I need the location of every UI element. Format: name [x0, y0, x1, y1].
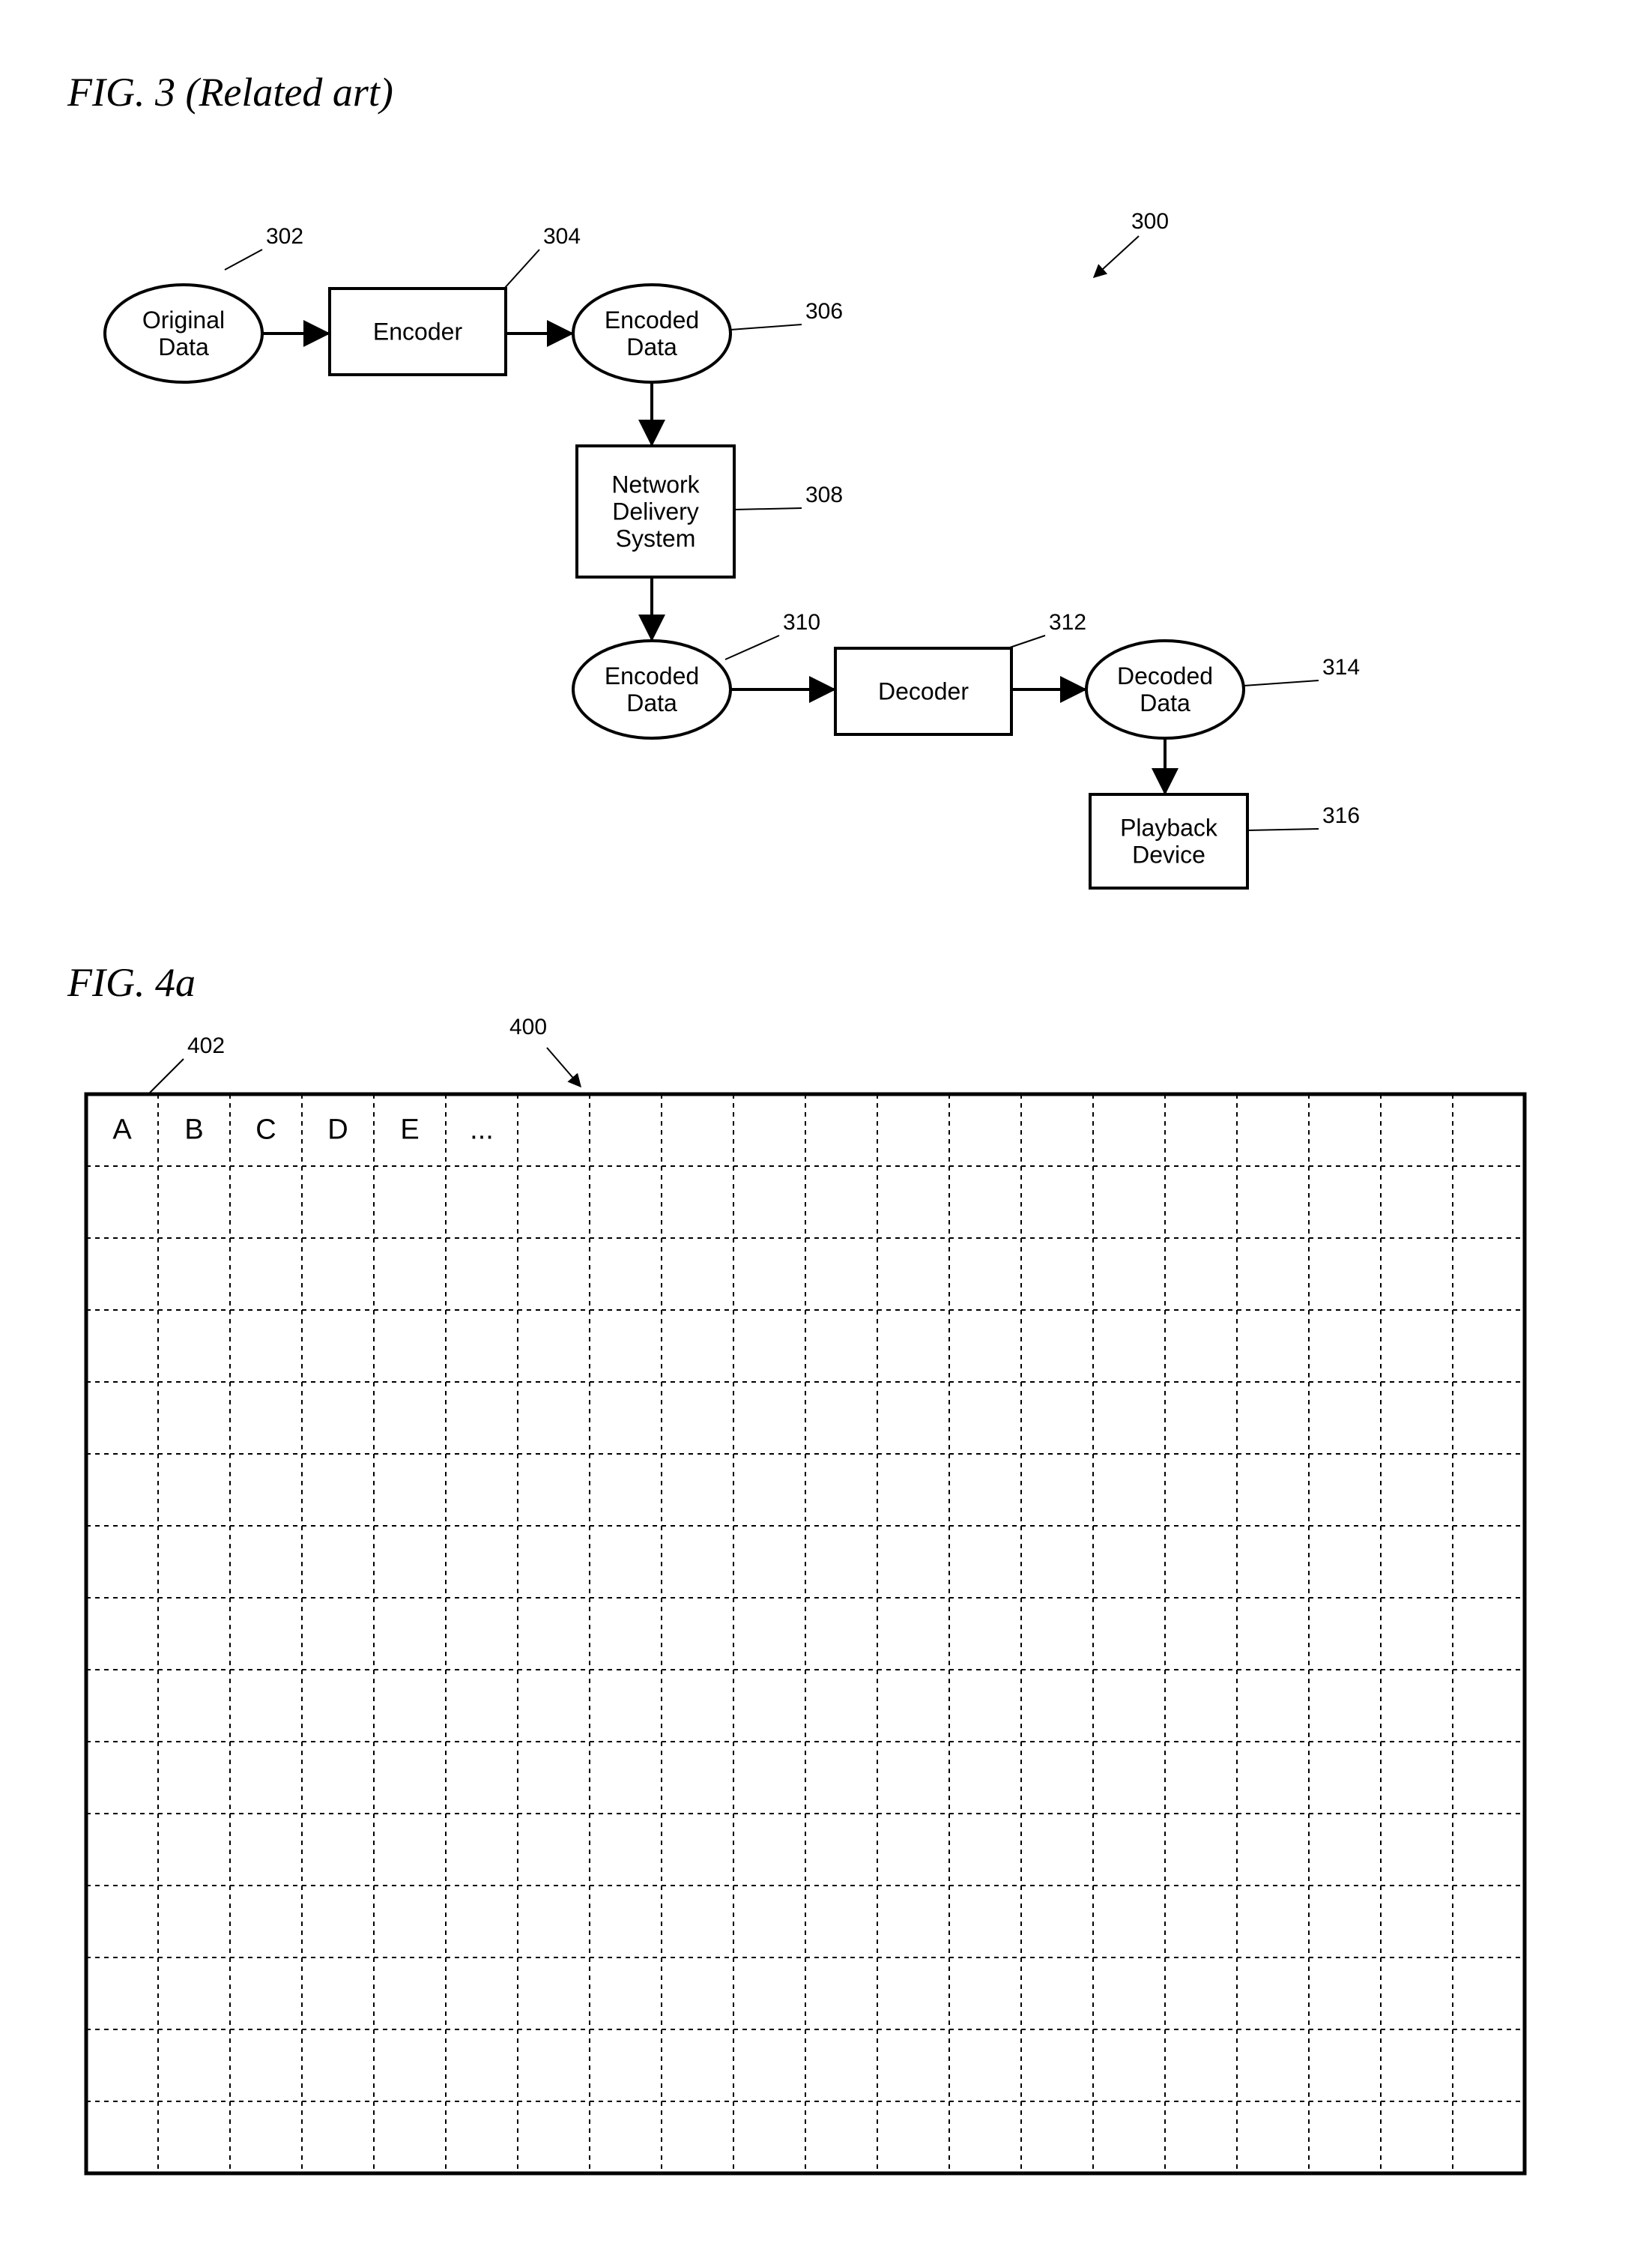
ref-leader-302: [225, 250, 262, 270]
node-original-data-label: Original: [142, 307, 225, 333]
ref-312: 312: [1049, 610, 1086, 635]
ref-400: 400: [509, 1015, 547, 1039]
fig3-diagram: OriginalDataEncoderEncodedDataNetworkDel…: [0, 120, 1652, 914]
node-decoder-label: Decoder: [878, 678, 969, 705]
ref-314: 314: [1322, 655, 1360, 680]
node-encoder-label: Encoder: [373, 319, 463, 345]
node-network-label: Delivery: [612, 498, 699, 525]
grid-cell-label: D: [327, 1114, 348, 1146]
fig3-title: FIG. 3 (Related art): [67, 69, 393, 115]
node-decoded-data-label: Data: [1140, 689, 1190, 716]
ref-leader-312: [1008, 636, 1045, 648]
ref-302: 302: [266, 224, 303, 249]
ref-402: 402: [187, 1033, 225, 1058]
node-encoder: Encoder: [330, 289, 506, 375]
node-playback: PlaybackDevice: [1090, 794, 1247, 888]
node-decoded-data-label: Decoded: [1117, 662, 1213, 689]
ref-leader-314: [1244, 680, 1319, 686]
ref-leader-304: [504, 250, 539, 289]
ref-arrow-300: [1094, 236, 1139, 277]
node-encoded-data-1-label: Encoded: [605, 307, 699, 333]
node-decoder: Decoder: [835, 648, 1011, 734]
grid-cell-label: ...: [470, 1114, 494, 1146]
fig4a-diagram: A B C D E... 402 400: [0, 1004, 1652, 2203]
ref-304: 304: [543, 224, 581, 249]
ref-300: 300: [1131, 209, 1169, 234]
node-original-data: OriginalData: [105, 285, 262, 382]
grid-cell-label: E: [400, 1114, 419, 1146]
node-encoded-data-2-label: Data: [626, 689, 677, 716]
node-encoded-data-1-label: Data: [626, 333, 677, 360]
ref-306: 306: [805, 299, 843, 324]
node-network: NetworkDeliverySystem: [577, 446, 734, 577]
page: FIG. 3 (Related art) OriginalDataEncoder…: [0, 0, 1652, 2252]
node-encoded-data-2-label: Encoded: [605, 662, 699, 689]
grid-cell-label: B: [184, 1114, 203, 1146]
ref-arrow-400: [547, 1048, 581, 1087]
ref-leader-316: [1247, 829, 1319, 830]
ref-leader-306: [730, 324, 802, 330]
ref-310: 310: [783, 610, 820, 635]
ref-leader-308: [734, 508, 802, 510]
node-decoded-data: DecodedData: [1086, 641, 1244, 738]
node-encoded-data-2: EncodedData: [573, 641, 730, 738]
node-network-label: System: [616, 525, 696, 552]
grid-cell-label: A: [112, 1114, 132, 1146]
fig4a-title: FIG. 4a: [67, 959, 196, 1006]
grid-cell-label: C: [255, 1114, 276, 1146]
node-network-label: Network: [611, 471, 700, 498]
ref-308: 308: [805, 483, 843, 507]
ref-leader-402: [150, 1059, 184, 1093]
node-encoded-data-1: EncodedData: [573, 285, 730, 382]
ref-leader-310: [725, 636, 779, 659]
node-original-data-label: Data: [158, 333, 209, 360]
node-playback-label: Playback: [1120, 815, 1218, 842]
ref-316: 316: [1322, 803, 1360, 828]
node-playback-label: Device: [1132, 842, 1205, 869]
